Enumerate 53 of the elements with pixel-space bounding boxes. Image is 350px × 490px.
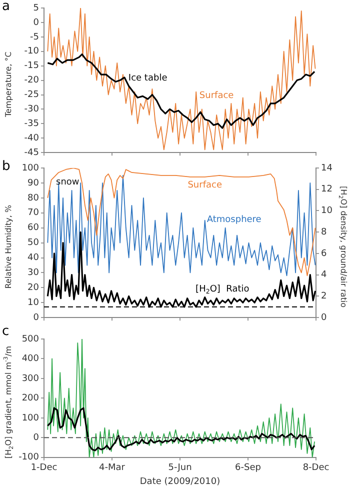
y-tick-label: -35: [24, 119, 39, 130]
y-tick-label: 100: [22, 163, 40, 174]
y-tick-label: -15: [24, 61, 39, 72]
y-tick-label: -25: [24, 90, 39, 100]
y2-tick-label: 4: [321, 270, 327, 280]
y-tick-label: -5: [30, 32, 39, 42]
y-tick-label: 0: [33, 433, 40, 444]
y-tick-label: 50: [28, 238, 40, 248]
y-tick-label: 0: [33, 312, 40, 323]
y-tick-label: 80: [28, 193, 40, 204]
y-tick-label: 20: [28, 283, 40, 294]
chart-title: b: [2, 158, 10, 174]
y-tick-label: 400: [22, 354, 40, 364]
x-tick-label: 6-Sep: [235, 463, 262, 474]
series-label: Ice table: [128, 73, 168, 84]
x-axis-title: Date (2009/2010): [140, 476, 220, 487]
y-tick-label: 40: [28, 253, 40, 264]
x-tick-label: 8-Dec: [302, 463, 330, 474]
y-tick-label: 30: [28, 268, 40, 278]
y-tick-label: -20: [24, 76, 40, 86]
annotation: snow: [56, 177, 80, 188]
y-axis-title: Temperature, °C: [4, 51, 14, 118]
x-tick-label: 4-Mar: [99, 463, 126, 474]
y-tick-label: 5: [33, 3, 39, 14]
y-tick-label: 90: [28, 178, 40, 188]
y-tick-label: -30: [24, 104, 40, 115]
y-tick-label: 0: [33, 18, 40, 28]
y2-tick-label: 14: [321, 163, 333, 174]
y2-tick-label: 6: [321, 248, 327, 259]
y-tick-label: 10: [28, 298, 40, 308]
x-tick-label: 1-Dec: [30, 463, 58, 474]
y-tick-label: 60: [28, 223, 40, 234]
series-label: Surface: [188, 180, 222, 190]
x-tick-label: 5-Jun: [168, 463, 192, 474]
y2-tick-label: 0: [321, 312, 327, 323]
y2-tick-label: 8: [321, 227, 327, 238]
y2-tick-label: 10: [321, 206, 333, 216]
y2-tick-label: 2: [321, 292, 327, 302]
y-tick-label: 200: [22, 394, 40, 404]
y-tick-label: 300: [22, 374, 40, 384]
chart-title: c: [2, 324, 10, 339]
y-tick-label: 100: [22, 413, 40, 424]
series-label: Surface: [199, 90, 234, 101]
series-label: Atmosphere: [206, 215, 262, 226]
y2-tick-label: 12: [321, 184, 332, 195]
y-tick-label: -10: [24, 46, 40, 57]
chart-title: a: [2, 0, 10, 14]
y-axis-title: Relative Humidity, %: [4, 204, 14, 289]
y-tick-label: -40: [24, 133, 40, 144]
y-tick-label: 500: [22, 334, 40, 344]
y-tick-label: 70: [28, 208, 40, 218]
y-tick-label: -45: [24, 148, 39, 158]
y-tick-label: -100: [18, 452, 40, 463]
